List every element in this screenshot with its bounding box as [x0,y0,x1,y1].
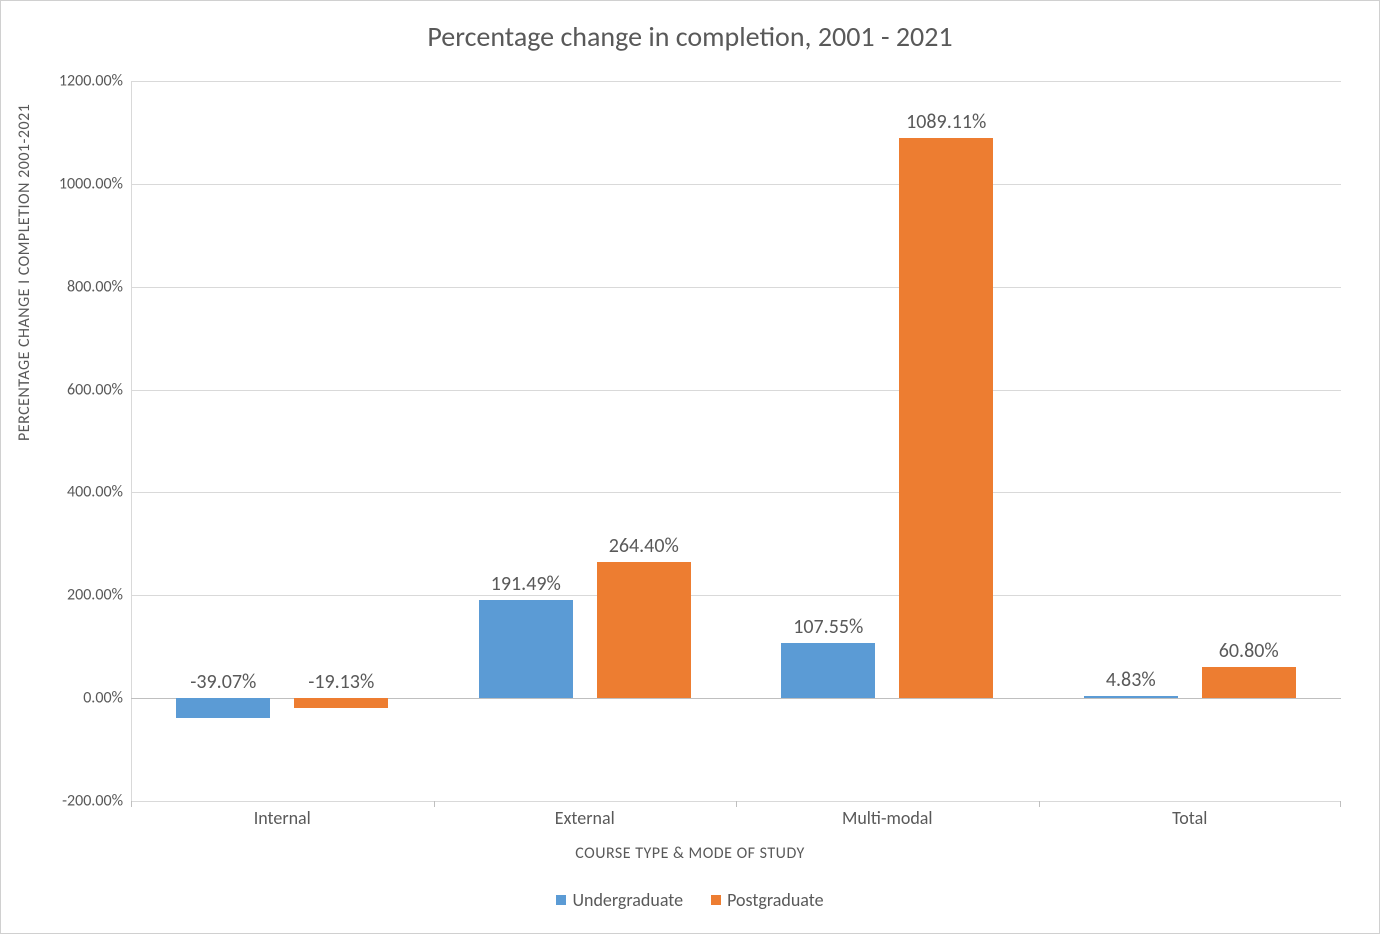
bar-value-label: 191.49% [491,572,561,596]
x-tick [736,801,737,807]
bar [597,562,691,698]
bar [1202,667,1296,698]
legend-label: Postgraduate [727,889,823,911]
x-tick [131,801,132,807]
gridline [131,595,1341,596]
x-axis-title: COURSE TYPE & MODE OF STUDY [1,844,1379,863]
y-tick-label: 400.00% [67,483,123,502]
gridline [131,390,1341,391]
y-axis-title: PERCENTAGE CHANGE I COMPLETION 2001-2021 [15,104,34,441]
y-tick-label: 200.00% [67,586,123,605]
bar-value-label: 4.83% [1106,668,1156,692]
x-tick [1340,801,1341,807]
bar-value-label: 60.80% [1219,639,1279,663]
legend: Undergraduate Postgraduate [1,889,1379,911]
x-tick [1039,801,1040,807]
bar [1084,696,1178,698]
gridline [131,184,1341,185]
bar-value-label: 264.40% [609,534,679,558]
x-tick-label: Total [1172,807,1207,829]
bar-value-label: -39.07% [190,670,256,694]
legend-swatch [711,895,721,905]
chart-container: Percentage change in completion, 2001 - … [0,0,1380,934]
bar [294,698,388,708]
bar [479,600,573,698]
gridline [131,287,1341,288]
y-tick-label: 800.00% [67,277,123,296]
y-tick-label: 600.00% [67,380,123,399]
bar [781,643,875,698]
y-tick-label: 0.00% [83,689,123,708]
plot-area: -200.00%0.00%200.00%400.00%600.00%800.00… [131,81,1341,801]
x-tick-label: External [555,807,615,829]
legend-label: Undergraduate [572,889,683,911]
x-tick-label: Multi-modal [842,807,933,829]
y-tick-label: 1000.00% [59,174,123,193]
x-tick-label: Internal [254,807,311,829]
bar [176,698,270,718]
y-tick-label: -200.00% [62,792,123,811]
bar [899,138,993,698]
legend-item: Postgraduate [711,889,823,911]
bar-value-label: 1089.11% [906,110,986,134]
gridline [131,81,1341,82]
plot-left-border [131,81,132,801]
bar-value-label: 107.55% [793,615,863,639]
chart-title: Percentage change in completion, 2001 - … [1,19,1379,54]
legend-item: Undergraduate [556,889,683,911]
bar-value-label: -19.13% [308,670,374,694]
gridline [131,492,1341,493]
x-tick [434,801,435,807]
y-tick-label: 1200.00% [59,72,123,91]
legend-swatch [556,895,566,905]
